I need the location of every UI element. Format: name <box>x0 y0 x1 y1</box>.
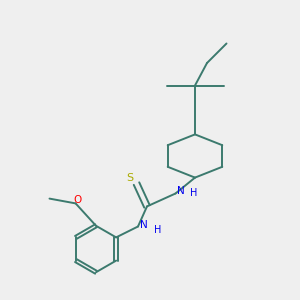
Text: N: N <box>140 220 148 230</box>
Text: O: O <box>73 195 81 205</box>
Text: H: H <box>154 225 161 235</box>
Text: S: S <box>126 173 134 183</box>
Text: N: N <box>177 185 185 196</box>
Text: H: H <box>190 188 198 199</box>
